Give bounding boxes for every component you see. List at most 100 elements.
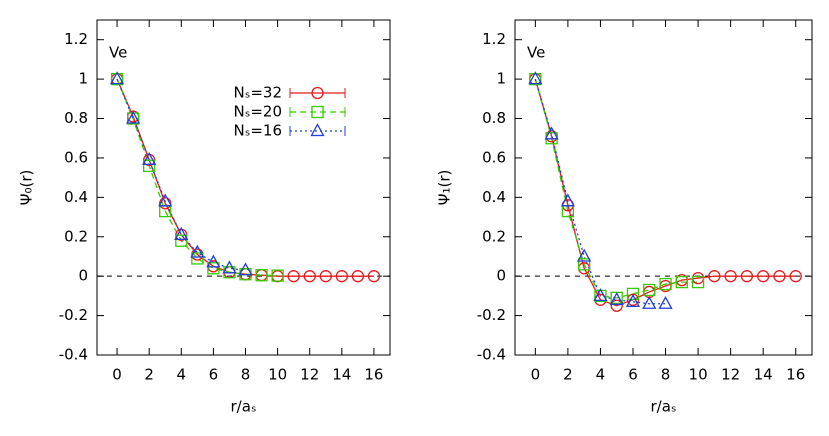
point bbox=[724, 270, 737, 283]
plot-frame bbox=[96, 19, 391, 356]
series-line bbox=[534, 78, 666, 305]
y-tick-label: 1 bbox=[78, 70, 88, 88]
point bbox=[708, 270, 721, 283]
x-axis-label: r/aₛ bbox=[650, 398, 676, 416]
y-tick-label: -0.2 bbox=[477, 306, 506, 324]
point bbox=[143, 159, 156, 172]
y-tick-label: 0 bbox=[78, 267, 88, 285]
point bbox=[773, 270, 786, 283]
point bbox=[142, 152, 157, 166]
x-axis-label: r/aₛ bbox=[230, 398, 256, 416]
point bbox=[544, 126, 559, 140]
y-tick-label: 0.8 bbox=[64, 109, 88, 127]
point bbox=[303, 270, 316, 283]
x-tick-label: 6 bbox=[628, 366, 638, 384]
plot-frame bbox=[514, 19, 813, 356]
legend-marker bbox=[311, 86, 324, 100]
x-tick-label: 14 bbox=[332, 366, 351, 384]
annotation: Ve bbox=[527, 44, 545, 62]
series-line bbox=[534, 78, 796, 307]
y-axis-label: Ψ₀(r) bbox=[18, 170, 36, 206]
x-tick-label: 4 bbox=[177, 366, 187, 384]
point bbox=[625, 293, 641, 307]
point bbox=[174, 226, 189, 240]
legend-label: Nₛ=16 bbox=[234, 122, 282, 140]
point bbox=[643, 283, 656, 297]
point bbox=[560, 193, 575, 207]
point bbox=[207, 262, 220, 275]
point bbox=[206, 254, 221, 268]
point bbox=[367, 270, 381, 283]
x-tick-label: 12 bbox=[721, 366, 740, 384]
legend-marker bbox=[310, 123, 325, 137]
point bbox=[319, 270, 332, 283]
point bbox=[158, 193, 173, 207]
legend-label: Nₛ=32 bbox=[234, 84, 282, 102]
point bbox=[238, 262, 253, 276]
point bbox=[351, 270, 365, 283]
x-tick-label: 8 bbox=[241, 366, 251, 384]
point bbox=[691, 275, 705, 289]
point bbox=[335, 270, 348, 283]
point bbox=[191, 252, 204, 265]
y-tick-label: -0.2 bbox=[59, 306, 88, 324]
point bbox=[255, 269, 268, 282]
y-axis-label: Ψ₁(r) bbox=[436, 170, 454, 206]
point bbox=[271, 269, 284, 282]
point bbox=[528, 71, 543, 85]
y-tick-label: 0.6 bbox=[482, 148, 506, 166]
y-tick-label: 1 bbox=[496, 70, 506, 88]
point bbox=[126, 110, 141, 124]
series-line bbox=[534, 78, 699, 299]
y-tick-label: 1.2 bbox=[482, 30, 506, 48]
y-tick-label: 0.4 bbox=[482, 188, 506, 206]
legend-label: Nₛ=20 bbox=[234, 103, 282, 121]
point bbox=[109, 71, 125, 85]
x-tick-label: 12 bbox=[300, 366, 319, 384]
point bbox=[222, 260, 237, 274]
point bbox=[287, 270, 300, 283]
point bbox=[740, 270, 754, 283]
panel: -0.4 -0.2 0 0.2 0.4 0.6 0.8 1 1.2 0 2 4 6 8 10 12 14 16 r/… bbox=[18, 19, 391, 416]
x-tick-label: 2 bbox=[563, 366, 573, 384]
point bbox=[577, 248, 592, 262]
point bbox=[175, 234, 188, 247]
y-tick-label: 0.4 bbox=[64, 188, 88, 206]
y-tick-label: 0.2 bbox=[64, 227, 88, 245]
y-tick-label: 0 bbox=[496, 267, 506, 285]
point bbox=[610, 299, 623, 312]
x-tick-label: 16 bbox=[786, 366, 805, 384]
x-tick-label: 0 bbox=[112, 366, 122, 384]
x-tick-label: 8 bbox=[661, 366, 671, 384]
point bbox=[626, 287, 640, 301]
x-tick-label: 10 bbox=[268, 366, 287, 384]
point bbox=[578, 258, 591, 271]
x-tick-label: 6 bbox=[209, 366, 219, 384]
point bbox=[642, 295, 657, 309]
x-tick-label: 16 bbox=[364, 366, 383, 384]
point bbox=[593, 288, 608, 302]
x-tick-label: 14 bbox=[754, 366, 773, 384]
x-tick-label: 2 bbox=[144, 366, 154, 384]
y-tick-label: -0.4 bbox=[477, 346, 506, 364]
x-tick-label: 10 bbox=[689, 366, 708, 384]
point bbox=[675, 275, 688, 289]
point bbox=[658, 295, 673, 309]
point bbox=[190, 244, 205, 258]
y-tick-label: 1.2 bbox=[64, 30, 88, 48]
y-tick-label: -0.4 bbox=[59, 346, 88, 364]
x-tick-label: 0 bbox=[531, 366, 541, 384]
point bbox=[159, 197, 172, 210]
panel: -0.4 -0.2 0 0.2 0.4 0.6 0.8 1 1.2 0 2 4 6 8 10 12 14 16 r/… bbox=[436, 19, 813, 416]
point bbox=[659, 277, 672, 291]
y-tick-label: 0.8 bbox=[482, 109, 506, 127]
annotation: Ve bbox=[109, 44, 127, 62]
x-tick-label: 4 bbox=[596, 366, 606, 384]
point bbox=[789, 270, 802, 283]
point bbox=[757, 270, 770, 283]
point bbox=[609, 291, 624, 305]
legend-marker bbox=[311, 105, 324, 119]
y-tick-label: 0.6 bbox=[64, 148, 88, 166]
y-tick-label: 0.2 bbox=[482, 227, 506, 245]
